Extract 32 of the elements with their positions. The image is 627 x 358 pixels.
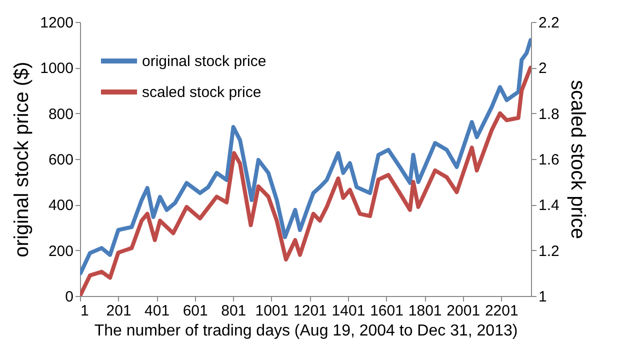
y2-tick-label: 2 (538, 60, 547, 78)
y2-tick-label: 1.4 (538, 197, 560, 214)
x-tick-label: 601 (182, 302, 208, 320)
x-tick-label: 201 (106, 302, 132, 320)
x-tick-label: 2201 (484, 302, 518, 320)
y-tick-label: 1200 (40, 14, 74, 32)
y2-tick-label: 1.2 (538, 242, 560, 260)
y2-tick-label: 1 (538, 288, 547, 306)
y-tick-label: 400 (48, 197, 74, 214)
line-series (80, 38, 531, 276)
x-tick-label: 801 (221, 302, 246, 320)
x-tick-label: 1 (80, 302, 89, 320)
y2-tick-label: 2.2 (538, 14, 560, 32)
legend-label: original stock price (142, 53, 266, 70)
y-tick-label: 800 (48, 106, 74, 123)
x-axis-title: The number of trading days (Aug 19, 2004 to Dec 31, 2013) (94, 322, 518, 340)
y2-tick-label: 1.6 (538, 152, 560, 168)
x-tick-label: 1801 (408, 302, 442, 320)
x-tick-label: 1001 (255, 302, 289, 320)
legend-label: scaled stock price (142, 84, 262, 101)
y-tick-label: 200 (48, 242, 74, 260)
x-tick-label: 1601 (370, 302, 404, 320)
y-tick-label: 600 (48, 152, 74, 168)
y-tick-label: 0 (65, 288, 74, 306)
x-tick-label: 2001 (446, 302, 480, 320)
x-tick-label: 401 (144, 302, 170, 320)
y-axis-title: original stock price ($) (11, 62, 34, 258)
x-tick-label: 1401 (332, 302, 366, 320)
y2-tick-label: 1.8 (538, 106, 560, 123)
x-tick-label: 1201 (294, 302, 327, 320)
y-tick-label: 1000 (40, 60, 74, 78)
y2-axis-title: scaled stock price (566, 80, 588, 239)
